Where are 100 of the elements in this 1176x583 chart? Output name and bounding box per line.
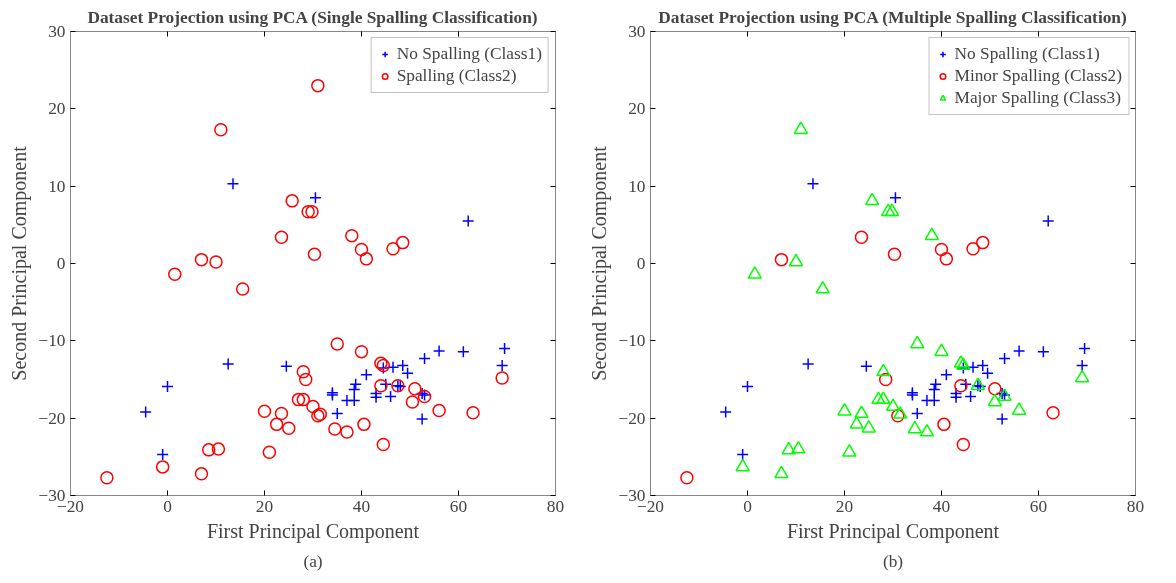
text: (a) bbox=[303, 551, 323, 571]
point bbox=[298, 372, 313, 387]
point bbox=[871, 391, 886, 405]
x-tick-label: 80 bbox=[1126, 496, 1145, 516]
point bbox=[939, 252, 954, 266]
point bbox=[301, 204, 315, 219]
point bbox=[889, 191, 902, 205]
point bbox=[415, 412, 429, 426]
point bbox=[374, 378, 388, 393]
y-tick-label: 20 bbox=[628, 99, 646, 119]
point bbox=[927, 394, 941, 407]
point bbox=[966, 360, 980, 374]
point bbox=[893, 406, 908, 419]
point bbox=[211, 442, 226, 456]
y-tick-label: −20 bbox=[618, 408, 646, 428]
y-tick-label: −20 bbox=[38, 408, 66, 428]
point bbox=[328, 422, 342, 436]
point bbox=[280, 360, 293, 373]
point bbox=[1041, 214, 1055, 228]
point bbox=[296, 392, 311, 407]
x-tick-label: 0 bbox=[163, 496, 172, 516]
point bbox=[345, 228, 359, 243]
point bbox=[194, 252, 209, 267]
legend-label: Major Spalling (Class3) bbox=[954, 88, 1122, 108]
point bbox=[854, 230, 869, 244]
point bbox=[274, 406, 289, 421]
point bbox=[876, 391, 891, 405]
point bbox=[988, 382, 1002, 396]
point bbox=[418, 352, 431, 365]
legend-label: No Spalling (Class1) bbox=[954, 44, 1100, 64]
point bbox=[349, 377, 362, 391]
point bbox=[498, 342, 511, 355]
point bbox=[981, 367, 994, 380]
point bbox=[837, 402, 852, 416]
x-tick-label: 80 bbox=[546, 496, 565, 516]
point bbox=[774, 465, 789, 479]
point bbox=[100, 470, 114, 485]
point bbox=[384, 390, 397, 403]
point bbox=[257, 404, 272, 418]
point bbox=[354, 242, 369, 257]
point bbox=[396, 359, 409, 372]
y-tick-label: −10 bbox=[618, 331, 646, 351]
text: (b) bbox=[882, 551, 904, 571]
point bbox=[860, 360, 873, 373]
point bbox=[741, 380, 754, 393]
point bbox=[432, 344, 446, 358]
point bbox=[305, 204, 319, 219]
point bbox=[781, 441, 796, 455]
point bbox=[357, 417, 371, 432]
point bbox=[274, 230, 289, 244]
point bbox=[161, 380, 174, 393]
point bbox=[934, 242, 949, 257]
y-tick-label: 10 bbox=[628, 176, 646, 196]
point bbox=[405, 395, 420, 409]
x-axis-title: First Principal Component bbox=[206, 519, 420, 543]
point bbox=[395, 235, 410, 250]
point bbox=[801, 357, 815, 371]
point bbox=[331, 407, 344, 420]
point bbox=[878, 372, 893, 387]
point bbox=[719, 405, 732, 419]
point bbox=[235, 282, 250, 296]
point bbox=[291, 392, 306, 407]
point bbox=[954, 378, 968, 393]
chart-title: Dataset Projection using PCA (Single Spalling Classification) bbox=[87, 7, 538, 27]
point bbox=[495, 359, 509, 372]
point bbox=[876, 363, 891, 377]
point bbox=[861, 419, 876, 433]
point bbox=[884, 203, 900, 217]
point bbox=[282, 421, 296, 435]
point bbox=[401, 367, 414, 380]
point bbox=[911, 407, 924, 420]
point bbox=[156, 448, 169, 461]
point bbox=[306, 399, 320, 414]
point bbox=[139, 405, 152, 419]
point bbox=[791, 440, 806, 454]
point bbox=[998, 352, 1011, 365]
point bbox=[976, 359, 989, 372]
point bbox=[849, 416, 864, 429]
point bbox=[1078, 342, 1091, 355]
point bbox=[934, 343, 949, 357]
point bbox=[466, 406, 480, 420]
point bbox=[891, 409, 905, 423]
point bbox=[806, 177, 820, 191]
point bbox=[457, 345, 470, 358]
point bbox=[929, 377, 942, 391]
point bbox=[910, 335, 925, 349]
point bbox=[201, 443, 216, 457]
point bbox=[155, 460, 170, 474]
point bbox=[386, 242, 400, 256]
x-tick-label: 0 bbox=[743, 496, 752, 516]
point bbox=[226, 177, 240, 191]
point bbox=[964, 390, 977, 403]
point bbox=[347, 383, 361, 396]
point bbox=[194, 467, 209, 481]
point bbox=[975, 235, 990, 250]
point bbox=[1037, 345, 1050, 358]
legend-label: No Spalling (Class1) bbox=[396, 44, 542, 64]
point bbox=[940, 368, 953, 382]
point bbox=[995, 412, 1009, 426]
point bbox=[359, 252, 374, 266]
